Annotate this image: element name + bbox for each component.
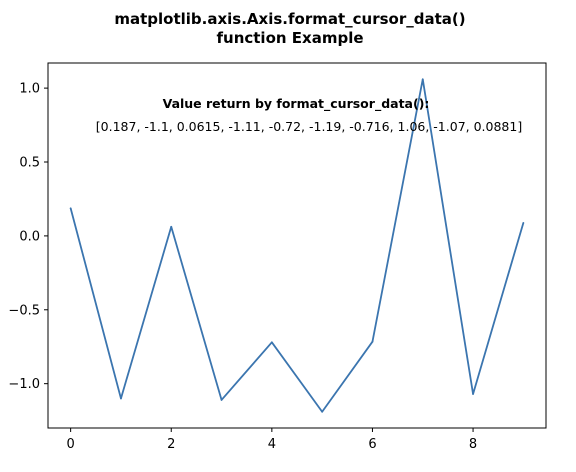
data-point: [321, 410, 324, 413]
annotation-heading: Value return by format_cursor_data():: [163, 96, 430, 112]
chart-title-line-1: matplotlib.axis.Axis.format_cursor_data(…: [114, 10, 465, 28]
axes-frame: [47, 62, 547, 429]
x-tick-label: 4: [268, 437, 276, 452]
x-tick-label: 2: [167, 437, 175, 452]
y-tick-label: 0.5: [19, 156, 40, 171]
data-point: [270, 341, 273, 344]
y-tick-label: 0.0: [19, 229, 40, 244]
y-tick-label: −1.0: [8, 377, 40, 392]
data-point: [371, 340, 374, 343]
y-tick-label: 1.0: [19, 82, 40, 97]
data-point: [120, 397, 122, 400]
x-tick-label: 8: [469, 437, 477, 452]
series-line: [69, 78, 525, 413]
data-point: [69, 207, 72, 210]
series-layer: [69, 78, 525, 413]
x-tick-label: 6: [368, 437, 376, 452]
data-point: [522, 221, 525, 224]
axis-ticks: 0 2 4 6 8 1.0 0.5 0.0 −0.5 −1.0: [8, 82, 477, 452]
data-point: [472, 393, 474, 395]
y-tick-label: −0.5: [8, 303, 40, 318]
data-point: [170, 225, 173, 228]
data-point: [220, 399, 223, 401]
data-point: [421, 78, 424, 81]
chart-title-line-2: function Example: [216, 29, 363, 47]
annotation-values: [0.187, -1.1, 0.0615, -1.11, -0.72, -1.1…: [96, 119, 522, 134]
plot-area: [48, 63, 546, 428]
x-tick-label: 0: [66, 437, 74, 452]
